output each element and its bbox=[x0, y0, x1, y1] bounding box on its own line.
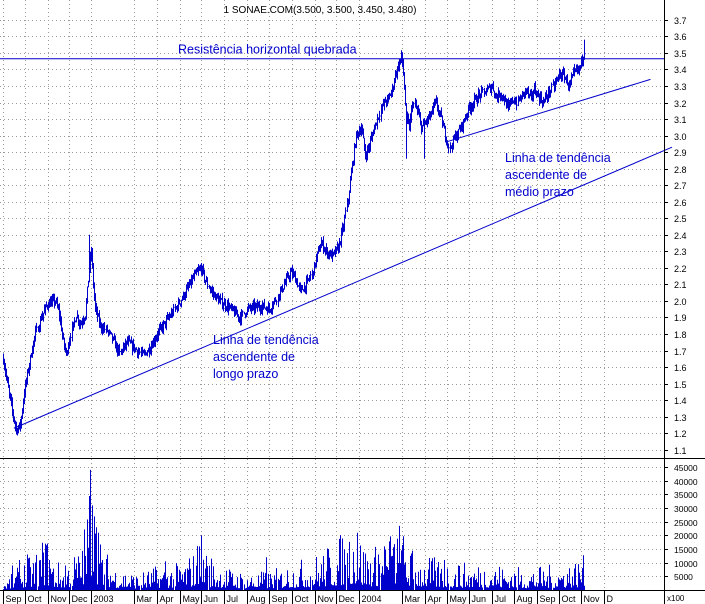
volume-tick-label: 30000 bbox=[674, 504, 698, 514]
time-tick-label: Oct bbox=[28, 594, 43, 604]
price-tick-label: 3.7 bbox=[674, 16, 687, 26]
price-tick-label: 1.8 bbox=[674, 330, 687, 340]
price-tick-label: 1.1 bbox=[674, 446, 687, 456]
medium-term-trendline-label: ascendente de bbox=[505, 168, 587, 182]
price-tick-label: 3.4 bbox=[674, 65, 687, 75]
time-tick-label: 2003 bbox=[94, 594, 114, 604]
price-tick-label: 2.0 bbox=[674, 297, 687, 307]
price-tick-label: 2.7 bbox=[674, 181, 687, 191]
time-tick-label: Dec bbox=[339, 594, 356, 604]
price-tick-label: 1.4 bbox=[674, 396, 687, 406]
price-tick-label: 1.9 bbox=[674, 313, 687, 323]
price-tick-label: 1.2 bbox=[674, 429, 687, 439]
price-tick-label: 2.3 bbox=[674, 247, 687, 257]
time-tick-label: Mar bbox=[405, 594, 421, 604]
volume-tick-label: 20000 bbox=[674, 531, 698, 541]
time-tick-label: Jul bbox=[495, 594, 507, 604]
time-tick-label: Nov bbox=[51, 594, 68, 604]
time-tick-label: Dec bbox=[72, 594, 89, 604]
time-tick-label: 2004 bbox=[362, 594, 382, 604]
price-tick-label: 3.1 bbox=[674, 115, 687, 125]
time-tick-label: Jun bbox=[472, 594, 487, 604]
grid-lines bbox=[0, 0, 664, 458]
price-tick-label: 3.3 bbox=[674, 82, 687, 92]
time-tick-label: Aug bbox=[517, 594, 533, 604]
price-tick-label: 2.1 bbox=[674, 280, 687, 290]
price-tick-label: 3.5 bbox=[674, 49, 687, 59]
volume-axis-ticks: 45000 40000 35000 30000 25000 20000 15000 10000… bbox=[664, 463, 698, 582]
time-tick-label: Aug bbox=[250, 594, 266, 604]
price-tick-label: 1.3 bbox=[674, 413, 687, 423]
time-tick-label: Nov bbox=[318, 594, 335, 604]
price-tick-label: 3.2 bbox=[674, 99, 687, 109]
long-term-trendline-label: longo prazo bbox=[213, 367, 278, 381]
long-term-trendline-label: Linha de tendência bbox=[213, 333, 319, 347]
medium-term-trendline bbox=[445, 78, 651, 143]
price-tick-label: 2.5 bbox=[674, 214, 687, 224]
time-tick-label: Sep bbox=[272, 594, 288, 604]
time-tick-label: Mar bbox=[137, 594, 153, 604]
volume-tick-label: 45000 bbox=[674, 463, 698, 473]
price-tick-label: 2.6 bbox=[674, 198, 687, 208]
price-tick-label: 1.6 bbox=[674, 363, 687, 373]
volume-tick-label: 25000 bbox=[674, 518, 698, 528]
long-term-trendline-label: ascendente de bbox=[213, 350, 295, 364]
time-tick-label: Jun bbox=[204, 594, 219, 604]
time-tick-label: Apr bbox=[428, 594, 442, 604]
volume-tick-label: 15000 bbox=[674, 545, 698, 555]
price-tick-label: 2.9 bbox=[674, 148, 687, 158]
annotations: Resistência horizontal quebrada Linha de … bbox=[0, 43, 673, 429]
time-tick-label: Oct bbox=[562, 594, 577, 604]
time-tick-label: May bbox=[183, 594, 201, 604]
price-tick-label: 1.5 bbox=[674, 380, 687, 390]
resistance-label: Resistência horizontal quebrada bbox=[178, 43, 357, 57]
time-tick-label: Nov bbox=[584, 594, 601, 604]
volume-grid-lines bbox=[0, 459, 664, 590]
time-tick-label: Apr bbox=[160, 594, 174, 604]
volume-unit-label: x100 bbox=[667, 594, 685, 603]
price-tick-label: 2.2 bbox=[674, 264, 687, 274]
time-tick-label: D bbox=[607, 594, 614, 604]
time-tick-label: Jul bbox=[227, 594, 239, 604]
time-tick-label: May bbox=[450, 594, 468, 604]
medium-term-trendline-label: Linha de tendência bbox=[505, 151, 611, 165]
volume-tick-label: 5000 bbox=[674, 572, 693, 582]
time-tick-label: Sep bbox=[540, 594, 556, 604]
volume-tick-label: 40000 bbox=[674, 477, 698, 487]
price-tick-label: 3.6 bbox=[674, 32, 687, 42]
time-axis-ticks: Sep Oct Nov Dec 2003 Mar Apr May Jun Jul Aug Sep Oct… bbox=[3, 590, 614, 604]
chart-title: 1 SONAE.COM(3.500, 3.500, 3.450, 3.480) bbox=[224, 5, 417, 16]
price-tick-label: 3.0 bbox=[674, 132, 687, 142]
medium-term-trendline-label: médio prazo bbox=[505, 185, 574, 199]
price-tick-label: 2.8 bbox=[674, 165, 687, 175]
volume-tick-label: 35000 bbox=[674, 490, 698, 500]
price-tick-label: 2.4 bbox=[674, 231, 687, 241]
volume-series bbox=[3, 469, 585, 590]
price-tick-label: 1.7 bbox=[674, 347, 687, 357]
price-axis-ticks: 3.7 3.6 3.5 3.4 3.3 3.2 3.1 3.0 2.9 2.8 2.7 2.6 2.5 2… bbox=[664, 16, 687, 456]
long-term-trendline bbox=[13, 146, 673, 429]
volume-tick-label: 10000 bbox=[674, 559, 698, 569]
time-tick-label: Sep bbox=[6, 594, 22, 604]
time-tick-label: Oct bbox=[295, 594, 310, 604]
price-series bbox=[3, 39, 586, 436]
